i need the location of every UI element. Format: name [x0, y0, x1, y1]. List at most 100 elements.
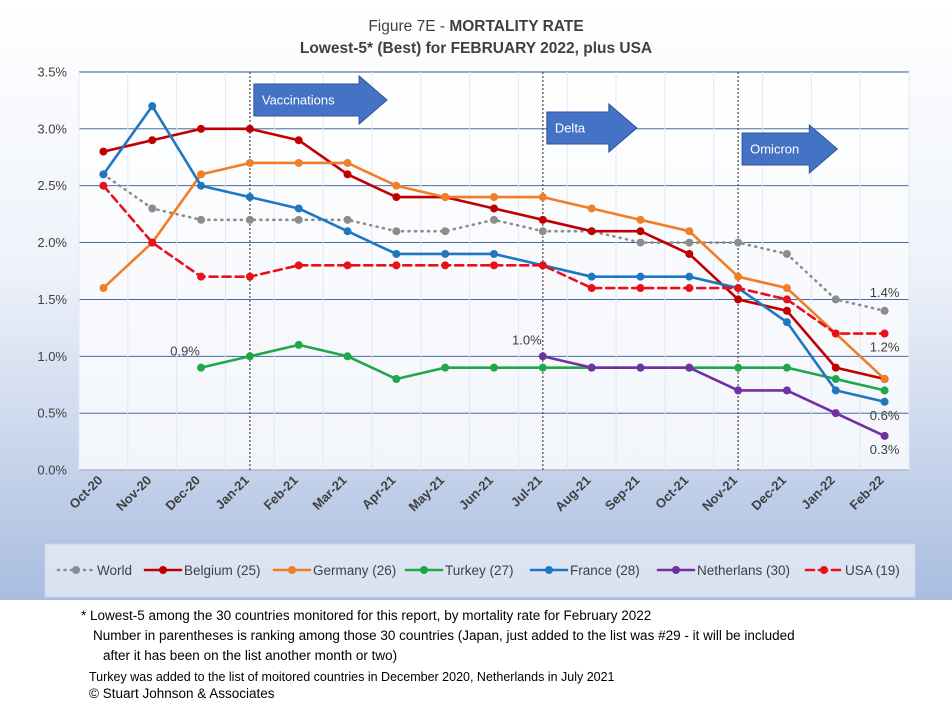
data-point-germany-26	[343, 158, 352, 167]
data-point-turkey-27	[734, 363, 743, 372]
event-arrow-delta	[546, 102, 638, 154]
data-point-belgium-25	[294, 136, 303, 145]
data-label: 0.3%	[870, 442, 900, 457]
legend-box	[44, 543, 916, 598]
data-point-belgium-25	[490, 204, 498, 213]
data-point-netherlans-30	[587, 363, 596, 372]
data-point-turkey-27	[392, 375, 401, 384]
data-point-usa-19	[734, 284, 743, 293]
data-point-france-28	[831, 386, 840, 395]
mortality-rate-chart: Figure 7E - MORTALITY RATE Lowest-5* (Be…	[0, 0, 952, 600]
data-point-turkey-27	[782, 363, 791, 372]
footnote-line1: * Lowest-5 among the 30 countries monito…	[81, 608, 652, 623]
data-point-world	[197, 215, 206, 224]
data-point-belgium-25	[734, 295, 743, 304]
event-label-delta: Delta	[555, 121, 586, 136]
data-point-usa-19	[587, 284, 596, 293]
data-label: 1.0%	[512, 332, 542, 347]
event-label-vaccinations: Vaccinations	[262, 93, 335, 108]
data-point-netherlans-30	[831, 409, 840, 418]
data-point-france-28	[99, 170, 108, 179]
data-point-france-28	[880, 397, 889, 406]
y-tick-label: 2.0%	[37, 235, 67, 250]
data-point-germany-26	[294, 158, 303, 167]
legend-marker-netherlans-30	[672, 566, 680, 574]
data-point-turkey-27	[490, 363, 498, 372]
data-point-france-28	[294, 204, 303, 213]
y-tick-label: 1.5%	[37, 292, 67, 307]
data-point-turkey-27	[294, 340, 303, 349]
data-point-world	[782, 249, 791, 258]
data-point-germany-26	[245, 158, 254, 167]
data-point-france-28	[392, 249, 401, 258]
data-point-turkey-27	[441, 363, 450, 372]
data-point-world	[148, 204, 157, 213]
footnote-line5: © Stuart Johnson & Associates	[89, 686, 275, 701]
data-point-germany-26	[636, 215, 645, 224]
data-point-world	[294, 215, 303, 224]
data-point-belgium-25	[587, 227, 596, 236]
data-point-usa-19	[636, 284, 645, 293]
data-point-germany-26	[99, 284, 108, 293]
y-tick-label: 0.5%	[37, 406, 67, 421]
data-point-usa-19	[880, 329, 889, 338]
data-label: 1.4%	[870, 285, 900, 300]
data-point-germany-26	[685, 227, 694, 236]
data-label: 1.2%	[870, 340, 900, 355]
footnote-line3: after it has been on the list another mo…	[103, 648, 398, 663]
y-tick-label: 2.5%	[37, 178, 67, 193]
event-arrow-omicron	[741, 123, 839, 175]
data-point-turkey-27	[538, 363, 547, 372]
data-point-france-28	[490, 249, 498, 258]
data-point-world	[880, 306, 889, 315]
data-point-netherlans-30	[685, 363, 694, 372]
data-point-germany-26	[734, 272, 743, 281]
data-point-world	[831, 295, 840, 304]
chart-area: Figure 7E - MORTALITY RATE Lowest-5* (Be…	[0, 0, 952, 600]
footnotes: * Lowest-5 among the 30 countries monito…	[0, 600, 952, 705]
data-point-world	[392, 227, 401, 236]
data-point-turkey-27	[880, 386, 889, 395]
data-point-netherlans-30	[538, 352, 547, 361]
data-point-turkey-27	[343, 352, 352, 361]
legend-label-turkey-27: Turkey (27)	[445, 563, 514, 578]
data-point-france-28	[685, 272, 694, 281]
y-tick-label: 0.0%	[37, 463, 67, 478]
data-point-usa-19	[441, 261, 450, 270]
data-point-usa-19	[343, 261, 352, 270]
data-point-germany-26	[392, 181, 401, 190]
data-point-germany-26	[197, 170, 206, 179]
data-point-belgium-25	[685, 249, 694, 258]
data-point-netherlans-30	[636, 363, 645, 372]
data-label: 0.6%	[870, 408, 900, 423]
data-point-world	[538, 227, 547, 236]
data-point-turkey-27	[831, 375, 840, 384]
data-point-belgium-25	[392, 193, 401, 202]
y-tick-label: 3.0%	[37, 121, 67, 136]
footnote-line4: Turkey was added to the list of moitored…	[89, 670, 615, 684]
event-label-omicron: Omicron	[750, 142, 799, 157]
data-point-turkey-27	[197, 363, 206, 372]
legend-marker-france-28	[545, 566, 553, 574]
data-point-france-28	[636, 272, 645, 281]
data-point-turkey-27	[245, 352, 254, 361]
data-point-world	[490, 215, 498, 224]
legend-marker-usa-19	[820, 566, 828, 574]
legend-marker-belgium-25	[159, 566, 167, 574]
data-point-world	[636, 238, 645, 247]
chart-title-prefix: Figure 7E -	[368, 18, 449, 35]
y-tick-label: 1.0%	[37, 349, 67, 364]
data-point-world	[343, 215, 352, 224]
data-point-usa-19	[197, 272, 206, 281]
data-point-belgium-25	[148, 136, 157, 145]
data-point-netherlans-30	[782, 386, 791, 395]
data-point-belgium-25	[245, 124, 254, 133]
data-point-belgium-25	[197, 124, 206, 133]
data-point-france-28	[148, 102, 157, 111]
data-point-france-28	[343, 227, 352, 236]
legend-marker-world	[72, 566, 80, 574]
data-point-world	[441, 227, 450, 236]
legend-label-germany-26: Germany (26)	[313, 563, 396, 578]
data-point-usa-19	[294, 261, 303, 270]
data-point-usa-19	[392, 261, 401, 270]
